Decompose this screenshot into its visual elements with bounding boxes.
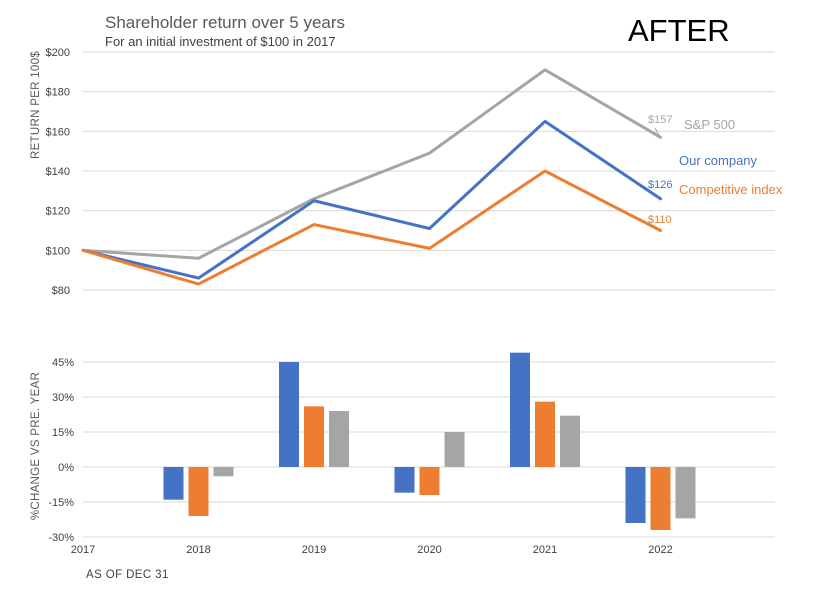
line-y-tick-label: $120 (46, 206, 70, 218)
line-end-value-label: $157 (648, 114, 672, 126)
bar (213, 467, 234, 477)
bar (419, 467, 440, 495)
bar (510, 352, 530, 467)
line-chart-y-ticks: $80 $100 $120 $140 $160 $180 $200 (46, 47, 70, 297)
footer-note: AS OF DEC 31 (86, 569, 169, 581)
leader-line (654, 127, 661, 138)
line-chart-labels: $157 S&P 500 Our company $126 Competitive in… (648, 114, 783, 226)
bar (650, 467, 671, 530)
bar-x-tick-label: 2017 (71, 544, 95, 556)
line-chart-y-axis-title: RETURN PER 100$ (30, 51, 42, 159)
bar-x-tick-label: 2022 (648, 544, 672, 556)
line-series-path (81, 68, 662, 260)
bar (560, 415, 580, 467)
line-y-tick-label: $140 (46, 166, 70, 178)
line-y-tick-label: $200 (46, 47, 70, 59)
line-series-path (81, 169, 662, 286)
bar (304, 406, 324, 467)
series-name-label: S&P 500 (684, 117, 735, 132)
line-chart-gridlines (83, 51, 775, 291)
line-end-value-label: $110 (648, 214, 672, 226)
bar-y-tick-label: -15% (48, 497, 74, 509)
bar-x-tick-label: 2021 (533, 544, 557, 556)
bar (329, 411, 349, 467)
bar (394, 467, 415, 493)
bar-y-tick-label: 30% (52, 392, 74, 404)
line-end-value-label: $126 (648, 179, 672, 191)
bar-y-tick-label: 0% (58, 462, 74, 474)
bar-y-tick-label: 45% (52, 357, 74, 369)
bar-chart-gridlines (83, 361, 775, 538)
bar (535, 401, 555, 467)
bar-chart-bars (163, 352, 696, 530)
series-name-label: Our company (679, 153, 758, 168)
line-chart-series (81, 68, 662, 286)
line-series-path (81, 119, 662, 280)
bar-x-tick-label: 2018 (186, 544, 210, 556)
chart-subtitle: For an initial investment of $100 in 201… (105, 34, 336, 49)
line-y-tick-label: $160 (46, 126, 70, 138)
bar-x-tick-label: 2020 (417, 544, 441, 556)
bar-chart-y-ticks: -30% -15% 0% 15% 30% 45% (48, 357, 74, 544)
bar (675, 467, 696, 519)
chart-title: Shareholder return over 5 years (105, 13, 345, 32)
after-badge: AFTER (628, 13, 730, 48)
bar (625, 467, 646, 523)
bar-y-tick-label: 15% (52, 427, 74, 439)
bar-x-tick-label: 2019 (302, 544, 326, 556)
bar (163, 467, 184, 500)
bar (444, 432, 465, 467)
line-y-tick-label: $180 (46, 87, 70, 99)
bar-y-tick-label: -30% (48, 532, 74, 544)
series-name-label: Competitive index (679, 182, 783, 197)
line-y-tick-label: $80 (52, 285, 70, 297)
bar (188, 467, 209, 516)
line-y-tick-label: $100 (46, 245, 70, 257)
bar-chart-x-ticks: 2017 2018 2019 2020 2021 2022 (71, 544, 673, 556)
bar-chart-y-axis-title: %CHANGE VS PRE. YEAR (30, 372, 42, 520)
bar (279, 362, 299, 467)
